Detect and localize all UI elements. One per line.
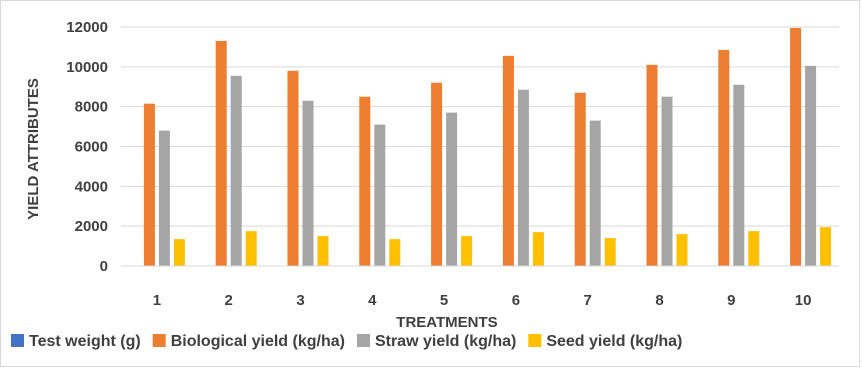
bar <box>302 100 314 266</box>
x-axis-title: TREATMENTS <box>396 314 497 331</box>
bar <box>359 96 371 266</box>
x-tick-label: 10 <box>795 292 812 309</box>
y-axis-title: YIELD ATTRIBUTES <box>25 78 42 220</box>
gridlines <box>121 26 839 227</box>
bars <box>143 27 832 267</box>
bar <box>389 239 401 266</box>
x-tick-label: 1 <box>153 292 161 309</box>
bar <box>158 130 170 266</box>
bar <box>805 65 817 267</box>
y-tick-label: 12000 <box>66 19 108 36</box>
bar <box>646 64 658 266</box>
y-tick-label: 8000 <box>75 99 108 116</box>
y-tick-label: 10000 <box>66 59 108 76</box>
bar <box>230 75 242 266</box>
legend: Test weight (g) Biological yield (kg/ha) S… <box>11 333 682 350</box>
legend-label: Straw yield (kg/ha) <box>375 333 516 350</box>
legend-label: Biological yield (kg/ha) <box>171 333 345 350</box>
x-tick-label: 8 <box>655 292 663 309</box>
bar <box>317 236 329 266</box>
bar <box>733 84 745 266</box>
legend-swatch <box>528 334 542 347</box>
bar <box>245 231 257 266</box>
legend-label: Test weight (g) <box>29 333 141 350</box>
bar <box>661 96 673 266</box>
bar <box>374 124 386 266</box>
x-tick-label: 9 <box>727 292 735 309</box>
bar <box>676 234 688 266</box>
y-tick-label: 0 <box>100 258 108 275</box>
bar <box>604 238 616 266</box>
bar <box>446 112 458 267</box>
y-tick-label: 6000 <box>75 139 108 156</box>
x-tick-label: 3 <box>296 292 304 309</box>
bar <box>215 40 227 266</box>
bar <box>589 120 601 266</box>
bar <box>790 27 802 266</box>
bar <box>748 231 760 266</box>
bar <box>287 70 299 266</box>
bar <box>173 239 185 266</box>
bar <box>143 103 155 266</box>
legend-swatch <box>152 334 166 347</box>
bar <box>574 92 586 266</box>
x-tick-label: 4 <box>368 292 377 309</box>
bar <box>532 232 544 266</box>
bar <box>431 82 443 267</box>
y-tick-label: 2000 <box>75 218 108 235</box>
bar <box>820 227 832 266</box>
y-tick-label: 4000 <box>75 178 108 195</box>
x-tick-label: 5 <box>440 292 448 309</box>
x-tick-label: 2 <box>225 292 233 309</box>
bar <box>718 49 730 266</box>
bar <box>461 236 473 266</box>
bar <box>517 89 529 266</box>
legend-swatch <box>11 334 24 347</box>
legend-label: Seed yield (kg/ha) <box>546 333 682 350</box>
x-tick-label: 6 <box>512 292 520 309</box>
x-tick-label: 7 <box>584 292 592 309</box>
axes: 0 2000 4000 6000 8000 10000 12000 1 2 3 4 5 6 7 8 9 10 <box>66 19 839 309</box>
legend-swatch <box>356 334 370 347</box>
bar <box>502 55 514 266</box>
